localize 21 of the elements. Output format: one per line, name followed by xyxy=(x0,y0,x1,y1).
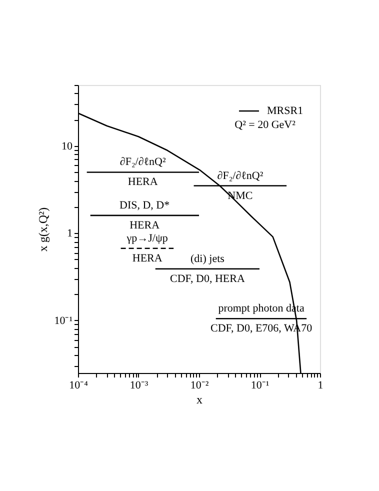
x-tick-label: 10⁻³ xyxy=(130,380,149,392)
annotation: γp→J/ψp xyxy=(126,232,168,244)
x-tick-label: 1 xyxy=(318,380,324,392)
legend-label: MRSR1 xyxy=(267,105,304,117)
x-tick-label: 10⁻² xyxy=(190,380,210,392)
annotation: DIS, D, D* xyxy=(120,199,170,212)
annotation: ∂F₂/∂ℓnQ² xyxy=(120,156,166,168)
x-axis-title: x xyxy=(196,392,202,406)
annotation: ∂F₂/∂ℓnQ² xyxy=(217,170,264,182)
y-tick-label: 10⁻¹ xyxy=(54,314,72,327)
y-axis-title: x g(x,Q²) xyxy=(36,207,50,252)
annotation: HERA xyxy=(132,252,162,264)
y-tick-label: 10 xyxy=(62,140,73,152)
annotation: (di) jets xyxy=(190,252,224,265)
annotation: HERA xyxy=(128,176,158,188)
x-tick-label: 10⁻¹ xyxy=(250,380,270,392)
x-tick-label: 10⁻⁴ xyxy=(69,380,88,392)
annotation: CDF, D0, HERA xyxy=(170,272,245,285)
annotation: HERA xyxy=(130,219,160,232)
y-tick-label: 1 xyxy=(67,228,72,240)
annotation: Q² = 20 GeV² xyxy=(234,119,296,131)
